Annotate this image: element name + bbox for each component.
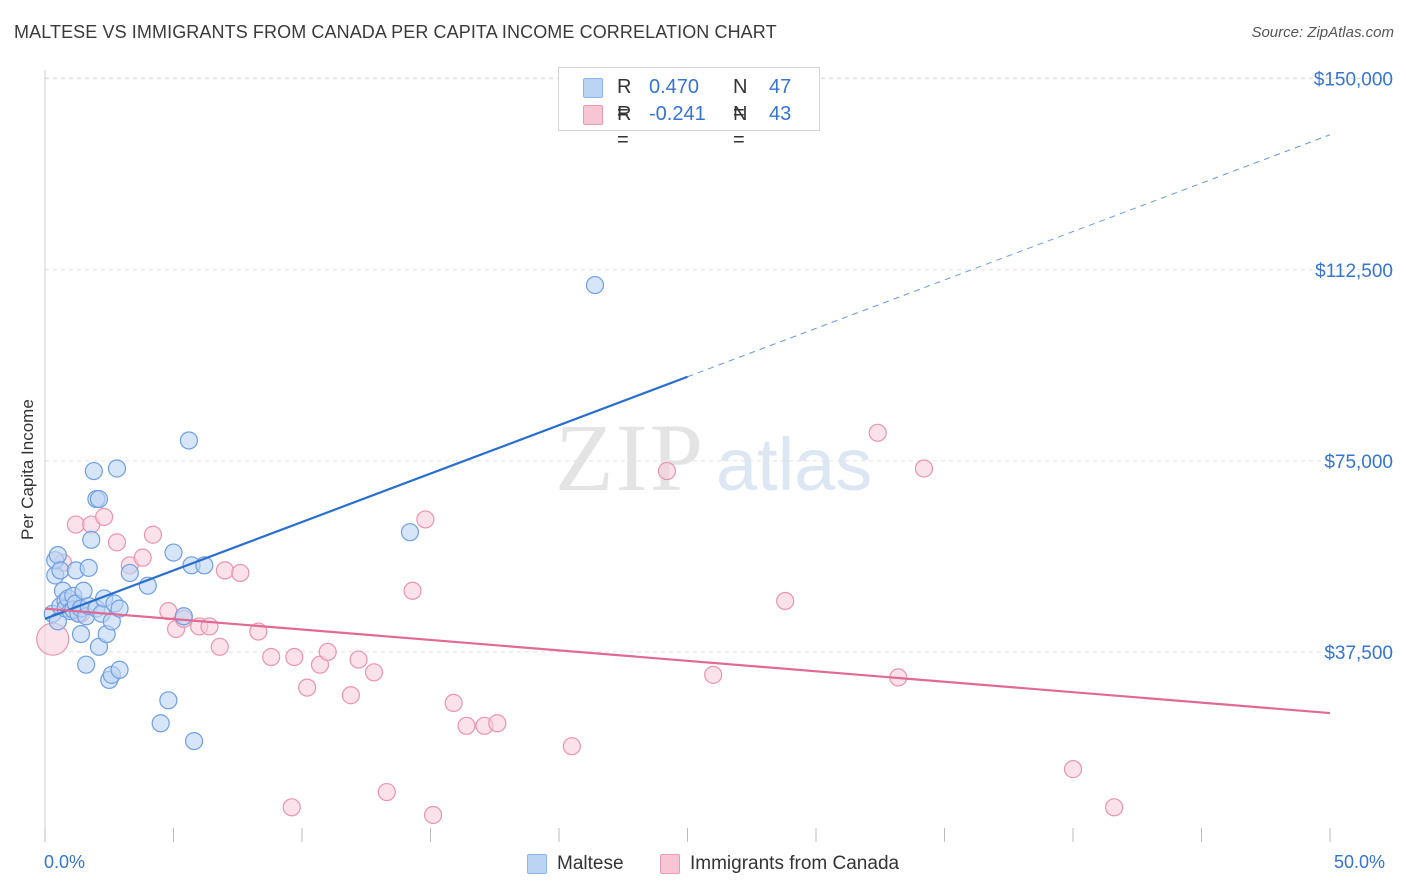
- canada-point: [403, 581, 422, 600]
- maltese-point: [159, 691, 178, 710]
- legend-label-maltese: Maltese: [557, 853, 624, 874]
- canada-point: [704, 665, 723, 684]
- trend-lines: [44, 134, 1331, 715]
- maltese-point: [89, 489, 109, 509]
- canada-point: [215, 561, 234, 580]
- y-tick-labels: $37,500 $75,000 $112,500 $150,000: [1314, 70, 1393, 664]
- r-key: R =: [617, 76, 632, 124]
- series-legend: Maltese Immigrants from Canada: [0, 852, 1406, 878]
- x-tick-min: 0.0%: [44, 852, 86, 872]
- y-tick-label: $75,000: [1324, 452, 1393, 473]
- maltese-swatch: [583, 78, 603, 98]
- maltese-point: [74, 581, 93, 600]
- canada-point: [210, 637, 229, 656]
- canada-n-value: 43: [769, 103, 792, 125]
- x-tick-max: 50.0%: [1334, 852, 1386, 872]
- canada-point: [143, 525, 163, 544]
- maltese-point: [77, 655, 96, 674]
- canada-point: [262, 647, 281, 667]
- series-maltese: [43, 275, 605, 751]
- maltese-point: [400, 523, 420, 542]
- canada-point: [66, 515, 85, 534]
- canada-point: [1063, 760, 1083, 779]
- canada-point: [107, 533, 127, 552]
- y-tick-label: $150,000: [1314, 70, 1393, 91]
- canada-point: [95, 507, 114, 526]
- maltese-point: [120, 563, 139, 583]
- maltese-point: [164, 543, 183, 562]
- maltese-point: [110, 660, 129, 679]
- watermark-atlas: atlas: [716, 423, 872, 506]
- maltese-point: [107, 459, 127, 478]
- maltese-point: [585, 275, 605, 295]
- maltese-point: [151, 714, 170, 733]
- canada-point: [377, 782, 396, 802]
- canada-point: [416, 510, 435, 529]
- maltese-trend-line: [44, 375, 688, 620]
- canada-point: [341, 686, 360, 705]
- canada-trend-line: [44, 607, 1331, 715]
- n-key: N =: [733, 103, 748, 151]
- axes: [44, 70, 1331, 842]
- maltese-point: [71, 624, 91, 644]
- canada-point: [914, 459, 934, 478]
- canada-swatch: [583, 105, 603, 125]
- maltese-swatch: [527, 854, 547, 874]
- maltese-n-value: 47: [769, 76, 792, 98]
- canada-swatch: [660, 854, 680, 874]
- maltese-point: [174, 607, 193, 626]
- canada-point: [364, 663, 384, 682]
- maltese-point: [48, 546, 67, 565]
- maltese-point: [179, 431, 199, 450]
- correlation-legend: R = 0.470 N = 47 R = -0.241 N = 43: [558, 67, 820, 151]
- canada-point: [457, 716, 476, 735]
- canada-point: [423, 805, 443, 825]
- y-tick-label: $112,500: [1315, 261, 1393, 282]
- maltese-point: [51, 561, 70, 580]
- maltese-point: [84, 461, 103, 481]
- canada-point: [444, 693, 463, 712]
- canada-point: [488, 714, 507, 733]
- watermark: ZIP atlas: [555, 404, 872, 511]
- r-key: R =: [617, 103, 632, 151]
- canada-point: [868, 423, 887, 442]
- canada-point: [285, 647, 304, 667]
- chart-title: MALTESE VS IMMIGRANTS FROM CANADA PER CA…: [14, 22, 777, 42]
- source-label: Source: ZipAtlas.com: [1251, 24, 1394, 41]
- legend-label-canada: Immigrants from Canada: [690, 853, 900, 874]
- canada-point: [318, 642, 337, 662]
- maltese-point: [110, 599, 129, 618]
- n-key: N =: [733, 76, 748, 124]
- canada-point: [349, 650, 368, 669]
- canada-point: [282, 798, 301, 817]
- maltese-point: [82, 530, 101, 549]
- maltese-point: [79, 558, 98, 577]
- canada-point: [133, 548, 152, 567]
- canada-point: [298, 678, 317, 697]
- canada-point: [1105, 798, 1124, 817]
- canada-r-value: -0.241: [649, 103, 706, 125]
- y-tick-label: $37,500: [1324, 643, 1393, 664]
- canada-point: [231, 563, 250, 583]
- canada-point: [776, 591, 795, 611]
- watermark-zip: ZIP: [555, 404, 705, 511]
- maltese-trend-extension: [687, 134, 1331, 378]
- maltese-r-value: 0.470: [649, 76, 700, 98]
- canada-point: [657, 461, 677, 481]
- y-axis-label: Per Capita Income: [18, 399, 37, 540]
- canada-point: [562, 737, 581, 756]
- maltese-point: [184, 731, 204, 751]
